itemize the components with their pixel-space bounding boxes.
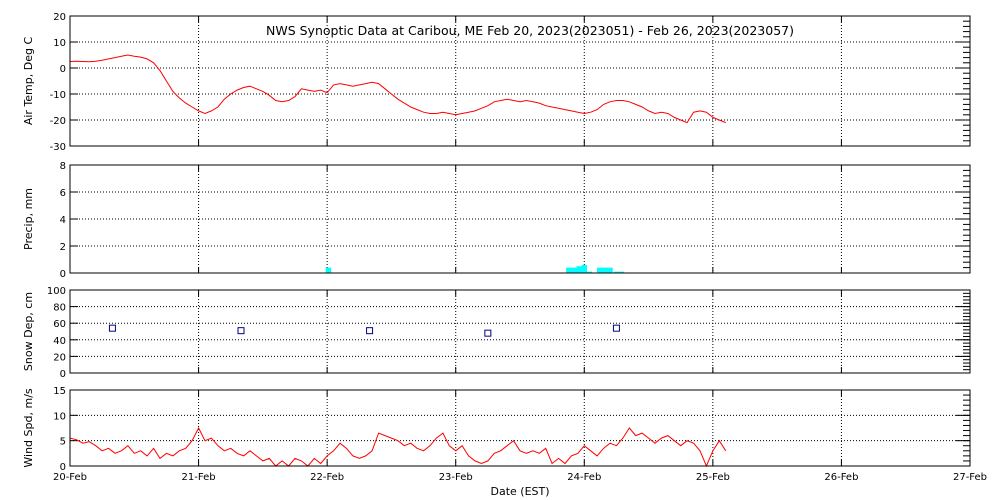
x-tick-label: 20-Feb	[53, 472, 87, 483]
y-tick-label: 0	[60, 269, 66, 280]
precip-bar	[597, 267, 603, 273]
precip-bar	[576, 266, 582, 273]
x-tick-label: 22-Feb	[310, 472, 344, 483]
y-tick-label: 80	[53, 303, 66, 314]
y-tick-label: 60	[53, 319, 66, 330]
panel-2: 0 20 40 60 80 100 Snow Dep, cm	[22, 286, 971, 380]
chart-title: NWS Synoptic Data at Caribou, ME Feb 20,…	[266, 23, 794, 38]
y-tick-label: 0	[60, 64, 66, 75]
air-temp-line	[69, 54, 726, 124]
wind-speed-line	[69, 426, 727, 468]
y-tick-label: 0	[60, 462, 66, 473]
y-tick-label: 10	[53, 38, 66, 49]
y-tick-label: -10	[50, 90, 66, 101]
x-tick-label: 24-Feb	[567, 472, 601, 483]
y-axis-title: Air Temp, Deg C	[22, 37, 35, 126]
precip-bar	[325, 267, 332, 273]
panel-frame	[69, 164, 971, 274]
y-tick-label: 4	[60, 215, 66, 226]
y-tick-label: -30	[50, 142, 66, 153]
y-tick-label: 40	[53, 336, 66, 347]
y-tick-label: 6	[60, 188, 66, 199]
precip-bar	[618, 271, 625, 273]
precip-bar	[613, 271, 620, 273]
panel-frame	[69, 15, 971, 147]
panel-1: 0 2 4 6 8 Precip, mm	[22, 161, 971, 280]
y-axis-title: Wind Spd, m/s	[22, 388, 35, 468]
precip-bar	[581, 264, 587, 273]
precip-bar	[607, 267, 613, 273]
snow-depth-point	[612, 324, 620, 332]
y-tick-label: 0	[60, 369, 66, 380]
panel-3: 0 5 10 15 Wind Spd, m/s	[22, 386, 971, 473]
y-tick-label: 15	[53, 386, 66, 397]
precip-bar	[586, 271, 593, 273]
x-axis-title: Date (EST)	[490, 485, 549, 498]
y-tick-label: 100	[47, 286, 66, 297]
x-tick-label: 25-Feb	[696, 472, 730, 483]
panel-0: -30 -20 -10 0 10 20 Air Temp, Deg C	[22, 12, 971, 153]
x-tick-label: 27-Feb	[953, 472, 987, 483]
panel-frame	[69, 289, 971, 374]
panel-frame	[69, 389, 971, 467]
y-axis-title: Snow Dep, cm	[22, 292, 35, 371]
snow-depth-point	[108, 324, 116, 332]
x-tick-label: 23-Feb	[439, 472, 473, 483]
snow-depth-point	[366, 327, 374, 335]
snow-depth-point	[484, 329, 492, 337]
y-tick-label: 2	[60, 242, 66, 253]
y-axis-title: Precip, mm	[22, 188, 35, 250]
y-tick-label: 20	[53, 12, 66, 23]
x-tick-label: 21-Feb	[182, 472, 216, 483]
precip-bar	[566, 267, 572, 273]
chart-panels: -30 -20 -10 0 10 20 Air Temp, Deg C 0 2 4 6 8 Precip…	[22, 12, 987, 483]
precip-bar	[602, 267, 608, 273]
precip-bar	[571, 267, 577, 273]
y-tick-label: 20	[53, 352, 66, 363]
y-tick-label: 10	[53, 411, 66, 422]
y-tick-label: 8	[60, 161, 66, 172]
snow-depth-point	[237, 327, 245, 335]
y-tick-label: -20	[50, 116, 66, 127]
x-tick-label: 26-Feb	[824, 472, 858, 483]
y-tick-label: 5	[60, 437, 66, 448]
